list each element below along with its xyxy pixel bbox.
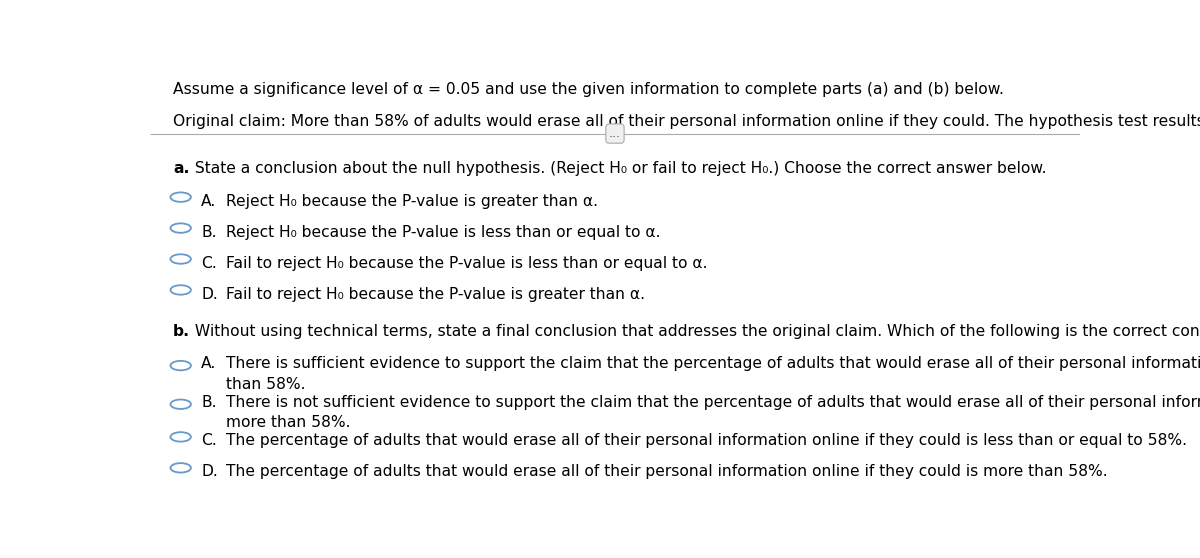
Text: D.: D. [202, 286, 218, 301]
Text: C.: C. [202, 434, 217, 449]
Text: B.: B. [202, 225, 217, 239]
Text: more than 58%.: more than 58%. [227, 415, 350, 430]
Text: There is not sufficient evidence to support the claim that the percentage of adu: There is not sufficient evidence to supp… [227, 395, 1200, 410]
Text: A.: A. [202, 356, 216, 371]
Text: Assume a significance level of α = 0.05 and use the given information to complet: Assume a significance level of α = 0.05 … [173, 82, 1004, 97]
Text: The percentage of adults that would erase all of their personal information onli: The percentage of adults that would eras… [227, 464, 1108, 479]
Text: Fail to reject H₀ because the P-value is greater than α.: Fail to reject H₀ because the P-value is… [227, 286, 646, 301]
Text: Fail to reject H₀ because the P-value is less than or equal to α.: Fail to reject H₀ because the P-value is… [227, 256, 708, 271]
Text: Without using technical terms, state a final conclusion that addresses the origi: Without using technical terms, state a f… [190, 324, 1200, 339]
Text: b.: b. [173, 324, 191, 339]
Text: State a conclusion about the null hypothesis. (Reject H₀ or fail to reject H₀.) : State a conclusion about the null hypoth… [190, 161, 1046, 176]
Text: a.: a. [173, 161, 190, 176]
Text: Reject H₀ because the P-value is less than or equal to α.: Reject H₀ because the P-value is less th… [227, 225, 661, 239]
Text: There is sufficient evidence to support the claim that the percentage of adults : There is sufficient evidence to support … [227, 356, 1200, 371]
Text: C.: C. [202, 256, 217, 271]
Text: Original claim: More than 58% of adults would erase all of their personal inform: Original claim: More than 58% of adults … [173, 114, 1200, 129]
Text: Reject H₀ because the P-value is greater than α.: Reject H₀ because the P-value is greater… [227, 194, 599, 209]
Text: A.: A. [202, 194, 216, 209]
Text: The percentage of adults that would erase all of their personal information onli: The percentage of adults that would eras… [227, 434, 1187, 449]
Text: than 58%.: than 58%. [227, 377, 306, 392]
Text: D.: D. [202, 464, 218, 479]
Text: ...: ... [610, 127, 622, 140]
Text: B.: B. [202, 395, 217, 410]
